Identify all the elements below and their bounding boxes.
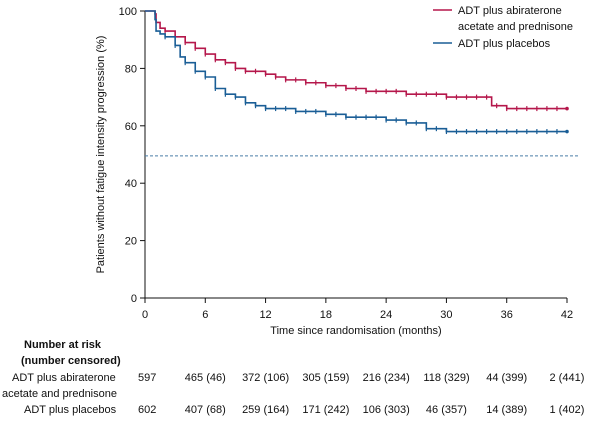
risk-value: 118 (329) xyxy=(423,372,470,384)
risk-value: 216 (234) xyxy=(362,372,410,384)
x-tick-label: 12 xyxy=(259,309,271,321)
x-tick-label: 30 xyxy=(440,309,452,321)
risk-value: 1 (402) xyxy=(549,404,585,416)
risk-value: 407 (68) xyxy=(184,404,226,416)
y-tick-label: 60 xyxy=(125,121,137,133)
risk-row-2-label-1: ADT plus placebos xyxy=(24,404,117,416)
series-end-point xyxy=(565,129,569,134)
risk-value: 372 (106) xyxy=(242,372,290,384)
x-tick-label: 18 xyxy=(320,309,332,321)
risk-value: 465 (46) xyxy=(184,372,226,384)
x-tick-label: 0 xyxy=(142,309,148,321)
legend-label-1-cont: acetate and prednisone xyxy=(458,21,573,33)
km-chart: 0 20 40 60 80 100 0 6 12 18 24 30 36 42 Time since ran… xyxy=(95,5,580,337)
series-end-point xyxy=(565,106,569,111)
risk-value: 44 (399) xyxy=(486,372,528,384)
risk-value: 106 (303) xyxy=(362,404,410,416)
risk-header-2: (number censored) xyxy=(21,355,121,367)
risk-header-1: Number at risk xyxy=(24,339,102,351)
y-tick-label: 0 xyxy=(131,293,137,305)
x-tick-label: 6 xyxy=(202,309,208,321)
x-tick-label: 36 xyxy=(501,309,513,321)
risk-value: 171 (242) xyxy=(302,404,350,416)
legend-label-1: ADT plus abiraterone xyxy=(458,5,562,17)
risk-value: 597 xyxy=(138,372,157,384)
legend-label-2: ADT plus placebos xyxy=(458,38,551,50)
y-tick-label: 20 xyxy=(125,236,137,248)
risk-row-1-label-1: ADT plus abiraterone xyxy=(12,372,116,384)
risk-value: 602 xyxy=(138,404,157,416)
y-tick-label: 80 xyxy=(125,63,137,75)
risk-value: 14 (389) xyxy=(486,404,528,416)
risk-value: 305 (159) xyxy=(302,372,350,384)
y-axis-label: Patients without fatigue intensity progr… xyxy=(95,36,107,274)
x-tick-label: 24 xyxy=(380,309,392,321)
y-tick-label: 40 xyxy=(125,178,137,190)
x-tick-label: 42 xyxy=(561,309,573,321)
risk-row-1-label-2: acetate and prednisone xyxy=(2,388,117,400)
risk-value: 46 (357) xyxy=(425,404,467,416)
x-axis-label: Time since randomisation (months) xyxy=(270,325,441,337)
y-tick-label: 100 xyxy=(119,6,137,18)
risk-value: 2 (441) xyxy=(549,372,585,384)
risk-value: 259 (164) xyxy=(242,404,290,416)
